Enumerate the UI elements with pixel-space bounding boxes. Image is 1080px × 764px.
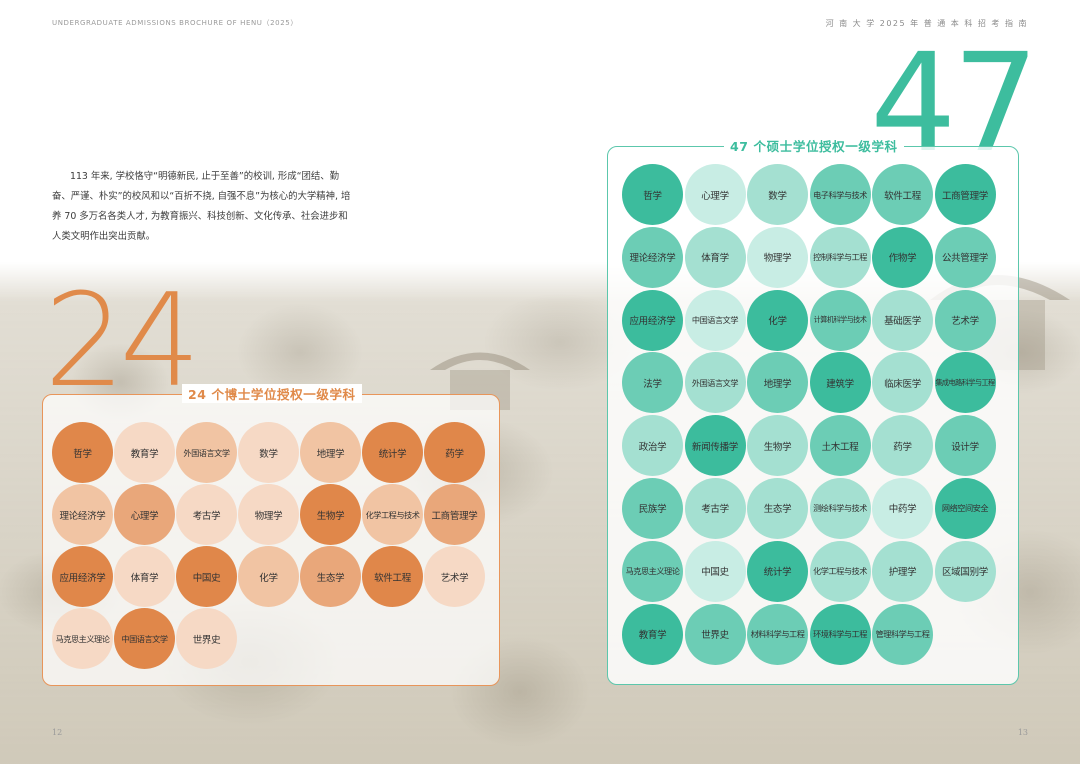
masters-discipline-circle: 教育学 <box>622 603 683 665</box>
doctoral-panel-title: 24 个博士学位授权一级学科 <box>182 384 362 403</box>
masters-discipline-circle: 哲学 <box>622 164 683 225</box>
doctoral-discipline-circle: 应用经济学 <box>52 546 113 607</box>
doctoral-discipline-circle: 哲学 <box>52 422 113 483</box>
masters-discipline-circle: 地理学 <box>747 352 808 414</box>
masters-discipline-circle: 区域国别学 <box>934 540 996 602</box>
brochure-header-cn: 河 南 大 学 2025 年 普 通 本 科 招 考 指 南 <box>825 19 1028 28</box>
masters-discipline-circle: 工商管理学 <box>934 164 996 225</box>
masters-discipline-circle: 数学 <box>747 164 808 225</box>
doctoral-discipline-circle: 教育学 <box>114 422 175 483</box>
masters-discipline-grid: 哲学 心理学 数学 电子科学与技术 软件工程 工商管理学理论经济学 体育学 物理学 控制科学与工… <box>622 164 997 666</box>
masters-discipline-circle: 应用经济学 <box>622 289 683 351</box>
masters-discipline-circle: 公共管理学 <box>934 226 996 288</box>
masters-discipline-circle: 作物学 <box>872 226 933 288</box>
doctoral-discipline-circle: 心理学 <box>114 484 175 545</box>
doctoral-discipline-circle: 生物学 <box>300 484 361 545</box>
masters-discipline-circle: 民族学 <box>622 477 683 539</box>
doctoral-discipline-circle: 统计学 <box>362 422 423 483</box>
masters-discipline-circle: 心理学 <box>684 164 746 225</box>
masters-discipline-circle: 生态学 <box>747 477 808 539</box>
masters-discipline-circle: 中药学 <box>872 477 933 539</box>
doctoral-discipline-circle: 理论经济学 <box>52 484 113 545</box>
masters-discipline-circle: 设计学 <box>934 415 996 477</box>
doctoral-discipline-circle: 软件工程 <box>362 546 423 607</box>
doctoral-discipline-circle: 体育学 <box>114 546 175 607</box>
doctoral-discipline-circle: 药学 <box>424 422 485 483</box>
doctoral-count-number: 24 <box>44 267 201 416</box>
masters-discipline-circle: 集成电路科学与工程 <box>934 352 996 414</box>
masters-discipline-circle: 统计学 <box>747 540 808 602</box>
doctoral-discipline-circle: 地理学 <box>300 422 361 483</box>
doctoral-discipline-circle: 工商管理学 <box>424 484 485 545</box>
doctoral-discipline-circle: 生态学 <box>300 546 361 607</box>
masters-discipline-circle: 基础医学 <box>872 289 933 351</box>
doctoral-discipline-circle: 中国史 <box>176 546 237 607</box>
doctoral-discipline-circle: 考古学 <box>176 484 237 545</box>
masters-discipline-circle: 中国语言文学 <box>684 289 746 351</box>
intro-paragraph: 113 年来, 学校恪守“明德新民, 止于至善”的校训, 形成“团结、勤奋、严谨… <box>52 171 351 243</box>
doctoral-discipline-circle: 数学 <box>238 422 299 483</box>
doctoral-discipline-grid: 哲学 教育学 外国语言文学 数学 地理学 统计学 药学理论经济学 心理学 考古学 物理学 生物学 化学… <box>52 422 486 670</box>
masters-discipline-circle: 计算机科学与技术 <box>809 289 871 351</box>
masters-discipline-circle: 管理科学与工程 <box>872 603 933 665</box>
masters-discipline-circle: 化学 <box>747 289 808 351</box>
masters-panel-title: 47 个硕士学位授权一级学科 <box>724 136 904 155</box>
masters-discipline-circle: 法学 <box>622 352 683 414</box>
doctoral-discipline-circle: 马克思主义理论 <box>52 608 113 669</box>
doctoral-discipline-circle: 中国语言文学 <box>114 608 175 669</box>
masters-discipline-circle: 马克思主义理论 <box>622 540 683 602</box>
masters-discipline-circle: 理论经济学 <box>622 226 683 288</box>
doctoral-discipline-circle: 外国语言文学 <box>176 422 237 483</box>
masters-discipline-circle: 新闻传播学 <box>684 415 746 477</box>
masters-discipline-circle: 世界史 <box>684 603 746 665</box>
masters-discipline-circle: 电子科学与技术 <box>809 164 871 225</box>
masters-discipline-circle: 临床医学 <box>872 352 933 414</box>
masters-discipline-circle: 政治学 <box>622 415 683 477</box>
masters-discipline-circle: 建筑学 <box>809 352 871 414</box>
page-number-left: 12 <box>52 728 63 737</box>
masters-discipline-circle: 化学工程与技术 <box>809 540 871 602</box>
masters-discipline-circle: 中国史 <box>684 540 746 602</box>
masters-discipline-circle: 物理学 <box>747 226 808 288</box>
masters-discipline-circle: 材料科学与工程 <box>747 603 808 665</box>
doctoral-discipline-circle: 艺术学 <box>424 546 485 607</box>
masters-discipline-circle: 药学 <box>872 415 933 477</box>
masters-discipline-circle: 外国语言文学 <box>684 352 746 414</box>
masters-discipline-circle: 控制科学与工程 <box>809 226 871 288</box>
masters-discipline-circle: 护理学 <box>872 540 933 602</box>
page-number-right: 13 <box>1017 728 1028 737</box>
masters-discipline-circle: 环境科学与工程 <box>809 603 871 665</box>
brochure-header-en: UNDERGRADUATE ADMISSIONS BROCHURE OF HEN… <box>52 19 298 27</box>
masters-discipline-circle: 体育学 <box>684 226 746 288</box>
masters-discipline-circle: 测绘科学与技术 <box>809 477 871 539</box>
masters-discipline-circle: 考古学 <box>684 477 746 539</box>
doctoral-discipline-circle: 世界史 <box>176 608 237 669</box>
doctoral-discipline-circle: 化学工程与技术 <box>362 484 423 545</box>
masters-discipline-circle: 软件工程 <box>872 164 933 225</box>
masters-discipline-circle: 土木工程 <box>809 415 871 477</box>
doctoral-discipline-circle: 化学 <box>238 546 299 607</box>
masters-discipline-circle: 艺术学 <box>934 289 996 351</box>
doctoral-discipline-circle: 物理学 <box>238 484 299 545</box>
masters-discipline-circle: 生物学 <box>747 415 808 477</box>
masters-discipline-circle: 网络空间安全 <box>934 477 996 539</box>
